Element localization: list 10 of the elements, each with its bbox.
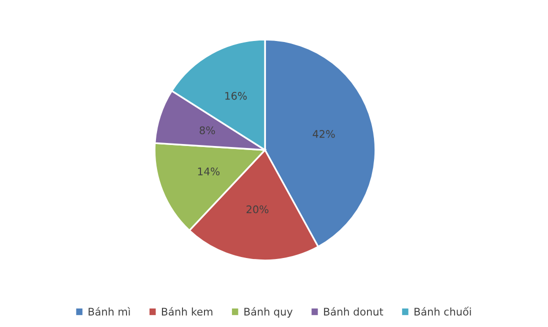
data-label: 16%: [225, 92, 247, 100]
data-label: 14%: [198, 167, 220, 176]
data-label: 20%: [246, 205, 268, 214]
legend-label: Bánh quy: [244, 307, 293, 318]
legend-label: Bánh kem: [162, 307, 212, 316]
legend-label: Bánh donut: [324, 307, 384, 316]
data-label: 42%: [312, 130, 335, 138]
data-label: 8%: [200, 126, 215, 134]
legend-label: Bánh chuối: [414, 306, 471, 316]
legend-label: Bánh mì: [88, 307, 130, 316]
